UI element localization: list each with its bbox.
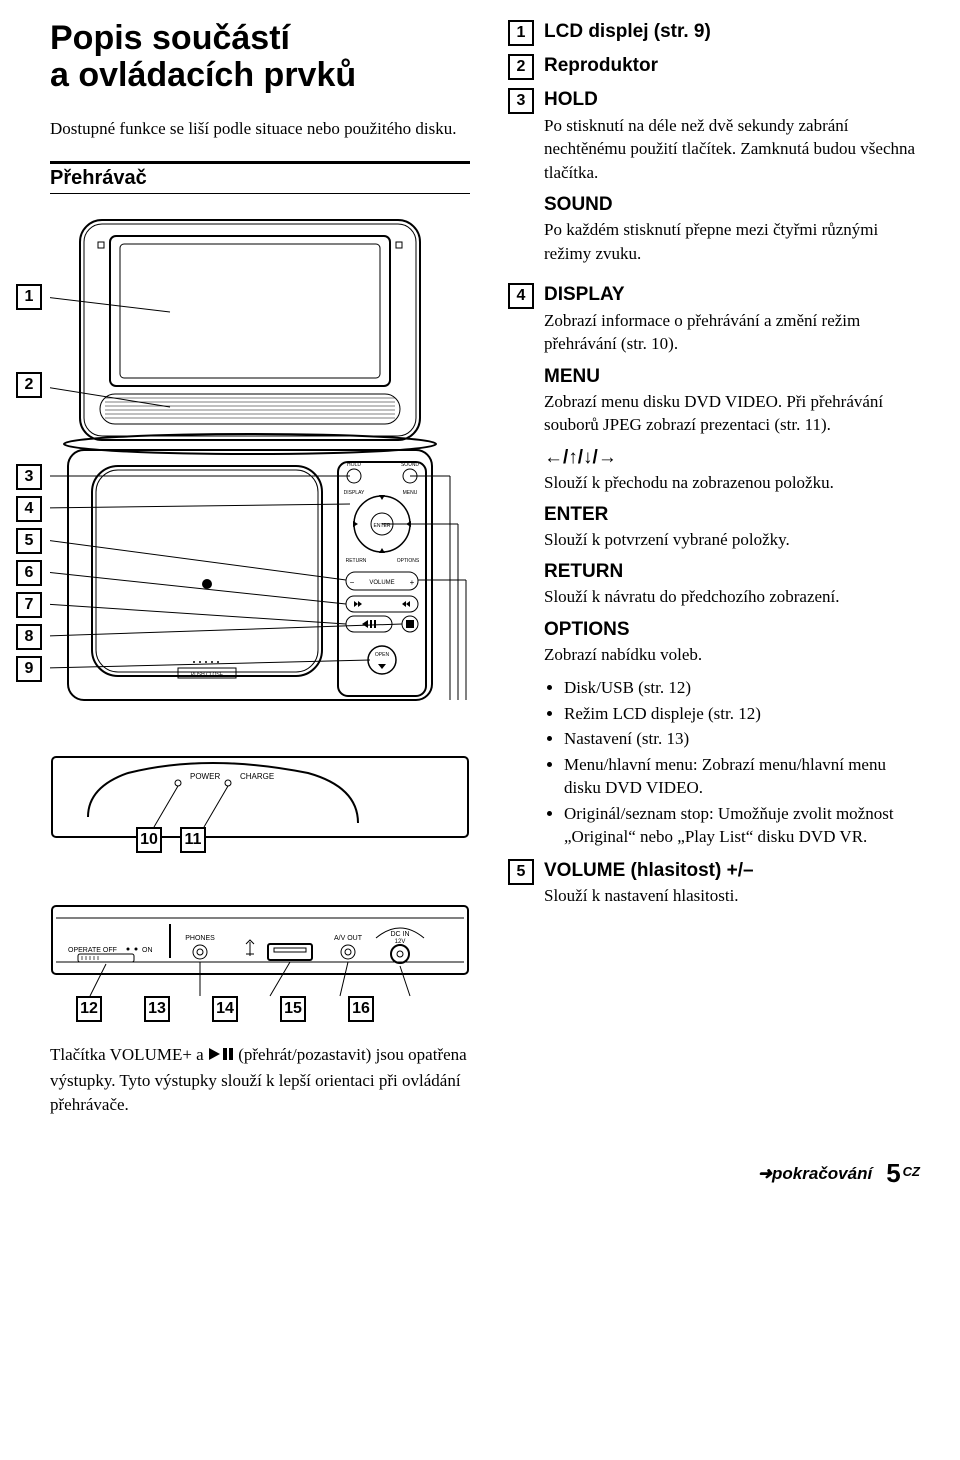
callout-9: 9: [16, 656, 42, 682]
list-item: Režim LCD displeje (str. 12): [564, 702, 920, 725]
device-svg: PUSH CLOSE HOLD SOUND DISPLAY MENU ENTER: [50, 212, 470, 732]
item-subtitle: MENU: [544, 366, 920, 388]
list-item: Menu/hlavní menu: Zobrazí menu/hlavní me…: [564, 753, 920, 800]
callout-4: 4: [16, 496, 42, 522]
intro-text: Dostupné funkce se liší podle situace ne…: [50, 117, 470, 142]
list-item: Disk/USB (str. 12): [564, 676, 920, 699]
item-title: Reproduktor: [544, 54, 920, 78]
title-line2: a ovládacích prvků: [50, 56, 356, 94]
item-desc: Slouží k přechodu na zobrazenou položku.: [544, 471, 920, 494]
tactile-note: Tlačítka VOLUME+ a (přehrát/pozastavit) …: [50, 1043, 470, 1118]
svg-text:DC IN: DC IN: [390, 931, 409, 938]
item-subtitle: SOUND: [544, 194, 920, 216]
svg-text:PUSH CLOSE: PUSH CLOSE: [191, 672, 224, 678]
svg-text:OPTIONS: OPTIONS: [397, 558, 420, 564]
item-body-4: DISPLAYZobrazí informace o přehrávání a …: [544, 283, 920, 851]
item-desc: Zobrazí menu disku DVD VIDEO. Při přehrá…: [544, 390, 920, 437]
options-list: Disk/USB (str. 12) Režim LCD displeje (st…: [564, 676, 920, 848]
item-desc: Slouží k návratu do předchozího zobrazen…: [544, 585, 920, 608]
item-1: 1 LCD displej (str. 9): [508, 20, 920, 46]
item-desc: Zobrazí nabídku voleb.: [544, 643, 920, 666]
callout-16: 16: [348, 996, 374, 1022]
item-2: 2 Reproduktor: [508, 54, 920, 80]
title-line1: Popis součástí: [50, 19, 290, 57]
item-callout-2: 2: [508, 54, 534, 80]
item-body-3: HOLDPo stisknutí na déle než dvě sekundy…: [544, 88, 920, 275]
continue-label: ➜pokračování: [758, 1164, 872, 1184]
item-body-5: VOLUME (hlasitost) +/–Slouží k nastavení…: [544, 859, 920, 918]
note-part1: Tlačítka VOLUME+ a: [50, 1045, 204, 1064]
item-callout-4: 4: [508, 283, 534, 309]
svg-text:PHONES: PHONES: [185, 935, 215, 942]
item-subtitle: ←/↑/↓/→: [544, 447, 920, 469]
svg-text:VOLUME: VOLUME: [369, 580, 394, 586]
item-title: LCD displej (str. 9): [544, 20, 920, 44]
player-diagram: 1 2 3 4 5 6 7 8 9: [50, 212, 470, 737]
svg-text:A/V OUT: A/V OUT: [334, 935, 363, 942]
item-body-2: Reproduktor: [544, 54, 920, 80]
callout-1: 1: [16, 284, 42, 310]
callout-12: 12: [76, 996, 102, 1022]
item-subtitle: RETURN: [544, 561, 920, 583]
item-subtitle: ENTER: [544, 504, 920, 526]
svg-text:ON: ON: [142, 947, 153, 954]
item-5: 5 VOLUME (hlasitost) +/–Slouží k nastaven…: [508, 859, 920, 918]
page-title: Popis součástí a ovládacích prvků: [50, 20, 470, 95]
item-callout-1: 1: [508, 20, 534, 46]
ports-panel-diagram: OPERATE OFF ON PHONES A/V OUT DC IN: [50, 904, 470, 1029]
callout-2: 2: [16, 372, 42, 398]
item-desc: Po stisknutí na déle než dvě sekundy zab…: [544, 114, 920, 184]
item-title: VOLUME (hlasitost) +/–: [544, 859, 920, 883]
item-desc: Zobrazí informace o přehrávání a změní r…: [544, 309, 920, 356]
item-desc: Po každém stisknutí přepne mezi čtyřmi r…: [544, 218, 920, 265]
svg-text:+: +: [410, 578, 415, 587]
svg-text:OPERATE OFF: OPERATE OFF: [68, 947, 117, 954]
item-desc: Slouží k nastavení hlasitosti.: [544, 884, 920, 907]
item-subtitle: OPTIONS: [544, 619, 920, 641]
svg-text:−: −: [350, 578, 355, 587]
item-callout-3: 3: [508, 88, 534, 114]
svg-text:RETURN: RETURN: [346, 558, 367, 564]
item-callout-5: 5: [508, 859, 534, 885]
item-title: DISPLAY: [544, 283, 920, 307]
callout-15: 15: [280, 996, 306, 1022]
item-desc: Slouží k potvrzení vybrané položky.: [544, 528, 920, 551]
callout-7: 7: [16, 592, 42, 618]
item-title: HOLD: [544, 88, 920, 112]
arrow-right-icon: ➜: [758, 1164, 772, 1183]
page-footer: ➜pokračování 5CZ: [50, 1158, 920, 1189]
svg-text:DISPLAY: DISPLAY: [344, 490, 365, 496]
callout-13: 13: [144, 996, 170, 1022]
callout-3: 3: [16, 464, 42, 490]
section-heading: Přehrávač: [50, 161, 470, 194]
svg-text:POWER: POWER: [190, 772, 220, 781]
svg-text:SOUND: SOUND: [401, 462, 419, 468]
play-pause-icon: [208, 1044, 234, 1069]
svg-text:CHARGE: CHARGE: [240, 772, 274, 781]
page-number: 5CZ: [886, 1158, 920, 1189]
led-panel-diagram: POWER CHARGE 10 11: [50, 755, 470, 870]
callout-8: 8: [16, 624, 42, 650]
item-body-1: LCD displej (str. 9): [544, 20, 920, 46]
list-item: Nastavení (str. 13): [564, 727, 920, 750]
callout-10: 10: [136, 827, 162, 853]
svg-text:OPEN: OPEN: [375, 652, 390, 658]
svg-text:MENU: MENU: [403, 490, 418, 496]
item-3: 3 HOLDPo stisknutí na déle než dvě sekund…: [508, 88, 920, 275]
svg-text:HOLD: HOLD: [347, 462, 361, 468]
item-4: 4 DISPLAYZobrazí informace o přehrávání a…: [508, 283, 920, 851]
callout-14: 14: [212, 996, 238, 1022]
callout-11: 11: [180, 827, 206, 853]
callout-5: 5: [16, 528, 42, 554]
list-item: Originál/seznam stop: Umožňuje zvolit mo…: [564, 802, 920, 849]
callout-6: 6: [16, 560, 42, 586]
